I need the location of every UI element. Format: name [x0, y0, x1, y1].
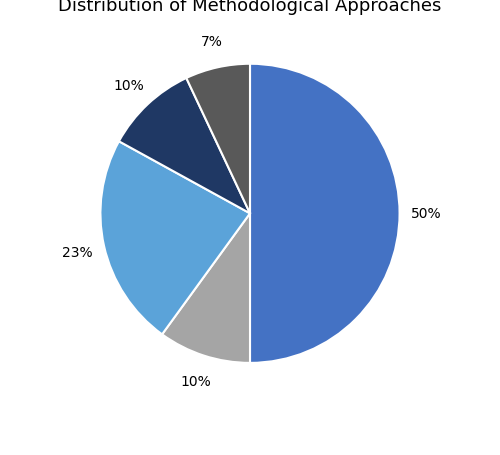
- Wedge shape: [100, 142, 250, 334]
- Wedge shape: [162, 214, 250, 363]
- Wedge shape: [119, 79, 250, 214]
- Wedge shape: [250, 65, 400, 363]
- Text: 50%: 50%: [411, 207, 442, 221]
- Text: 7%: 7%: [200, 35, 222, 49]
- Wedge shape: [186, 65, 250, 214]
- Title: Distribution of Methodological Approaches: Distribution of Methodological Approache…: [58, 0, 442, 15]
- Text: 23%: 23%: [62, 245, 93, 259]
- Text: 10%: 10%: [180, 374, 211, 388]
- Text: 10%: 10%: [114, 79, 144, 92]
